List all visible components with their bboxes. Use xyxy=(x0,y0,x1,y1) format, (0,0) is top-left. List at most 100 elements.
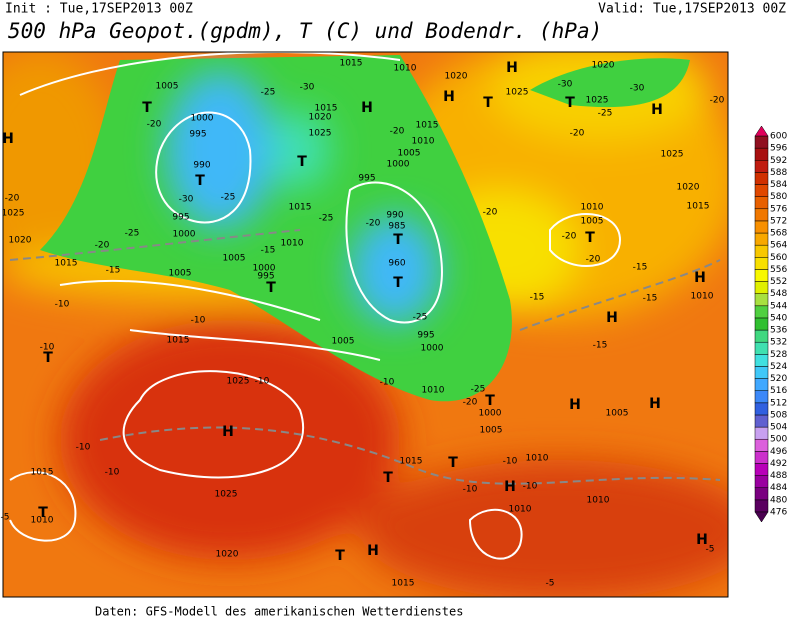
temperature-label: -5 xyxy=(1,513,10,523)
high-pressure-label: H xyxy=(361,100,373,116)
colorbar-label: 520 xyxy=(770,374,787,384)
colorbar-label: 564 xyxy=(770,241,787,251)
high-pressure-label: H xyxy=(606,310,618,326)
colorbar-label: 528 xyxy=(770,350,787,360)
pressure-label: 1005 xyxy=(480,426,503,436)
footer-credit: Daten: GFS-Modell des amerikanischen Wet… xyxy=(95,605,463,619)
colorbar-label: 548 xyxy=(770,289,787,299)
low-pressure-label: T xyxy=(297,154,307,170)
pressure-label: 990 xyxy=(386,211,403,221)
pressure-label: 1000 xyxy=(173,230,196,240)
pressure-label: 995 xyxy=(417,331,434,341)
high-pressure-label: H xyxy=(222,424,234,440)
pressure-label: 1015 xyxy=(315,104,338,114)
colorbar-swatch xyxy=(754,220,769,234)
high-pressure-label: H xyxy=(569,397,581,413)
colorbar-label: 572 xyxy=(770,216,787,226)
low-pressure-label: T xyxy=(335,548,345,564)
low-pressure-label: T xyxy=(195,173,205,189)
colorbar-swatch xyxy=(754,293,769,307)
colorbar-label: 584 xyxy=(770,180,787,190)
low-pressure-label: T xyxy=(393,275,403,291)
temperature-label: -10 xyxy=(105,468,120,478)
colorbar-label: 592 xyxy=(770,156,787,166)
pressure-label: 1005 xyxy=(156,82,179,92)
colorbar-swatch xyxy=(754,317,769,331)
colorbar-label: 484 xyxy=(770,483,787,493)
pressure-label: 1010 xyxy=(581,203,604,213)
high-pressure-label: H xyxy=(504,479,516,495)
colorbar-label: 540 xyxy=(770,313,787,323)
temperature-label: -10 xyxy=(40,343,55,353)
colorbar-swatch xyxy=(754,402,769,416)
temperature-label: -10 xyxy=(523,482,538,492)
temperature-label: -10 xyxy=(76,443,91,453)
colorbar-label: 544 xyxy=(770,301,787,311)
temperature-label: -30 xyxy=(630,84,645,94)
pressure-label: 1010 xyxy=(412,137,435,147)
temperature-label: -15 xyxy=(593,341,608,351)
temperature-label: -20 xyxy=(463,398,478,408)
pressure-label: 990 xyxy=(193,161,210,171)
colorbar-swatch xyxy=(754,354,769,367)
temperature-label: -25 xyxy=(319,214,334,224)
colorbar-swatch xyxy=(754,463,769,476)
pressure-label: 1005 xyxy=(332,337,355,347)
colorbar-label: 512 xyxy=(770,398,787,408)
colorbar-swatch xyxy=(754,414,769,428)
low-pressure-label: T xyxy=(383,470,393,486)
colorbar-label: 600 xyxy=(770,132,787,142)
temperature-label: -5 xyxy=(546,579,555,589)
colorbar-label: 516 xyxy=(770,386,787,396)
pressure-label: 1015 xyxy=(340,59,363,69)
high-pressure-label: H xyxy=(651,102,663,118)
pressure-label: 985 xyxy=(388,222,405,232)
pressure-label: 1015 xyxy=(31,468,54,478)
pressure-label: 995 xyxy=(257,272,274,282)
high-pressure-label: H xyxy=(696,532,708,548)
pressure-label: 1015 xyxy=(400,457,423,467)
pressure-label: 995 xyxy=(358,174,375,184)
colorbar-swatch xyxy=(754,147,769,161)
low-pressure-label: T xyxy=(43,350,53,366)
pressure-label: 1025 xyxy=(506,88,529,98)
colorbar-swatch xyxy=(754,232,769,246)
colorbar-label: 504 xyxy=(770,423,787,433)
temperature-label: -15 xyxy=(633,263,648,273)
low-pressure-label: T xyxy=(393,232,403,248)
map-frame xyxy=(2,51,729,598)
colorbar-label: 560 xyxy=(770,253,787,263)
colorbar-label: 492 xyxy=(770,459,787,469)
temperature-label: -25 xyxy=(125,229,140,239)
pressure-label: 1000 xyxy=(387,160,410,170)
pressure-label: 995 xyxy=(189,130,206,140)
colorbar-label: 476 xyxy=(770,508,787,518)
temperature-label: -10 xyxy=(380,378,395,388)
pressure-label: 1020 xyxy=(309,113,332,123)
colorbar-swatch xyxy=(754,438,769,452)
pressure-label: 1020 xyxy=(592,61,615,71)
colorbar: 476 480 484 488 492 496 500 504 508 512 516 520 524 5… xyxy=(754,125,787,523)
colorbar-swatch xyxy=(754,281,769,294)
temperature-label: -25 xyxy=(413,313,428,323)
pressure-label: 1025 xyxy=(309,129,332,139)
low-pressure-label: T xyxy=(485,393,495,409)
colorbar-swatch xyxy=(754,196,769,210)
temperature-label: -20 xyxy=(147,120,162,130)
temperature-label: -15 xyxy=(106,266,121,276)
pressure-label: 1005 xyxy=(581,217,604,227)
high-pressure-label: H xyxy=(694,270,706,286)
colorbar-swatch xyxy=(754,378,769,391)
colorbar-swatch xyxy=(754,135,769,149)
temperature-label: -10 xyxy=(191,316,206,326)
pressure-label: 1020 xyxy=(9,236,32,246)
temperature-label: -30 xyxy=(300,83,315,93)
pressure-label: 1015 xyxy=(687,202,710,212)
pressure-label: 1000 xyxy=(253,264,276,274)
colorbar-swatch xyxy=(754,208,769,222)
colorbar-label: 532 xyxy=(770,338,787,348)
pressure-label: 1010 xyxy=(422,386,445,396)
colorbar-label: 552 xyxy=(770,277,787,287)
